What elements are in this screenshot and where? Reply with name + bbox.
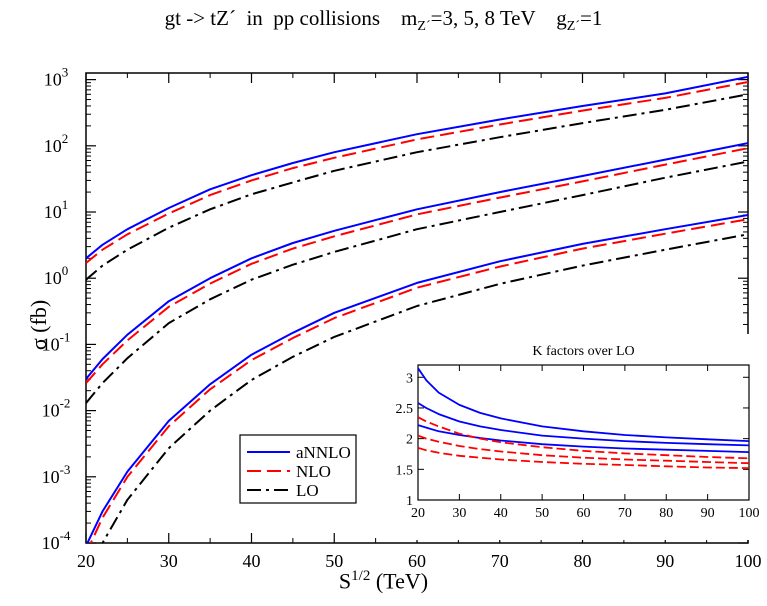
- y-tick-label: 100: [44, 263, 69, 288]
- inset-x-tick-label: 60: [577, 506, 591, 521]
- y-tick-label: 102: [44, 131, 69, 156]
- x-tick-label: 40: [243, 551, 261, 571]
- inset-x-tick-label: 20: [411, 506, 425, 521]
- inset-series-line: [418, 367, 749, 442]
- x-tick-label: 30: [160, 551, 178, 571]
- inset-y-tick-label: 1.5: [396, 463, 414, 478]
- y-tick-label: 10-2: [42, 396, 71, 421]
- legend-label: LO: [296, 481, 319, 500]
- x-tick-label: 70: [491, 551, 509, 571]
- inset-x-tick-label: 90: [701, 506, 715, 521]
- inset-background: [392, 334, 761, 540]
- series-line: [89, 218, 748, 543]
- series-line: [86, 147, 748, 384]
- series-line: [86, 214, 748, 543]
- y-tick-label: 10-1: [42, 329, 71, 354]
- x-axis-label-unit: (TeV): [370, 568, 429, 594]
- inset-y-tick-label: 1: [406, 494, 413, 509]
- x-tick-label: 60: [408, 551, 426, 571]
- x-axis-label: S1/2 (TeV): [0, 568, 767, 594]
- x-tick-label: 50: [325, 551, 343, 571]
- series-line: [86, 160, 748, 404]
- legend-box: [239, 434, 357, 504]
- series-line: [86, 81, 748, 264]
- inset-series-group: [418, 367, 749, 469]
- inset-series-line: [418, 402, 749, 447]
- series-line: [86, 75, 748, 260]
- series-line: [101, 233, 748, 543]
- inset-x-tick-label: 30: [452, 506, 466, 521]
- x-tick-label: 80: [574, 551, 592, 571]
- x-axis-label-base: S: [338, 568, 352, 594]
- title-middle: =3, 5, 8 TeV g: [430, 6, 567, 30]
- x-tick-label: 90: [656, 551, 674, 571]
- y-tick-label: 10-3: [42, 462, 71, 487]
- inset-series-line: [418, 424, 749, 453]
- series-line: [86, 93, 748, 281]
- inset-y-tick-label: 3: [406, 371, 413, 386]
- inset-x-tick-label: 40: [494, 506, 508, 521]
- y-tick-label: 10-4: [42, 528, 71, 553]
- series-line: [86, 142, 748, 380]
- inset-y-tick-label: 2: [406, 433, 413, 448]
- title-subscript-mass: Z´: [417, 19, 431, 35]
- chart-title: gt -> tZ´ in pp collisions mZ´=3, 5, 8 T…: [0, 6, 767, 35]
- x-tick-label: 100: [735, 551, 762, 571]
- y-tick-label: 101: [44, 197, 69, 222]
- x-axis-label-superscript: 1/2: [351, 568, 371, 584]
- legend-label: aNNLO: [296, 443, 351, 462]
- x-tick-label: 20: [77, 551, 95, 571]
- inset-series-line: [418, 416, 749, 460]
- inset-title: K factors over LO: [532, 344, 634, 359]
- inset-x-tick-label: 80: [659, 506, 673, 521]
- y-tick-label: 103: [44, 65, 69, 90]
- inset-series-line: [418, 446, 749, 469]
- title-subscript-coupling: Z´: [566, 19, 581, 35]
- inset-series-line: [418, 434, 749, 465]
- y-axis-label: σ (fb): [26, 299, 51, 351]
- inset-x-tick-label: 50: [535, 506, 549, 521]
- title-suffix: =1: [580, 6, 603, 30]
- inset-y-tick-label: 2.5: [396, 402, 414, 417]
- title-prefix: gt -> tZ´ in pp collisions m: [164, 6, 418, 30]
- legend-label: NLO: [296, 462, 331, 481]
- main-series-group: [86, 75, 748, 543]
- inset-x-tick-label: 100: [739, 506, 760, 521]
- inset-x-tick-label: 70: [618, 506, 632, 521]
